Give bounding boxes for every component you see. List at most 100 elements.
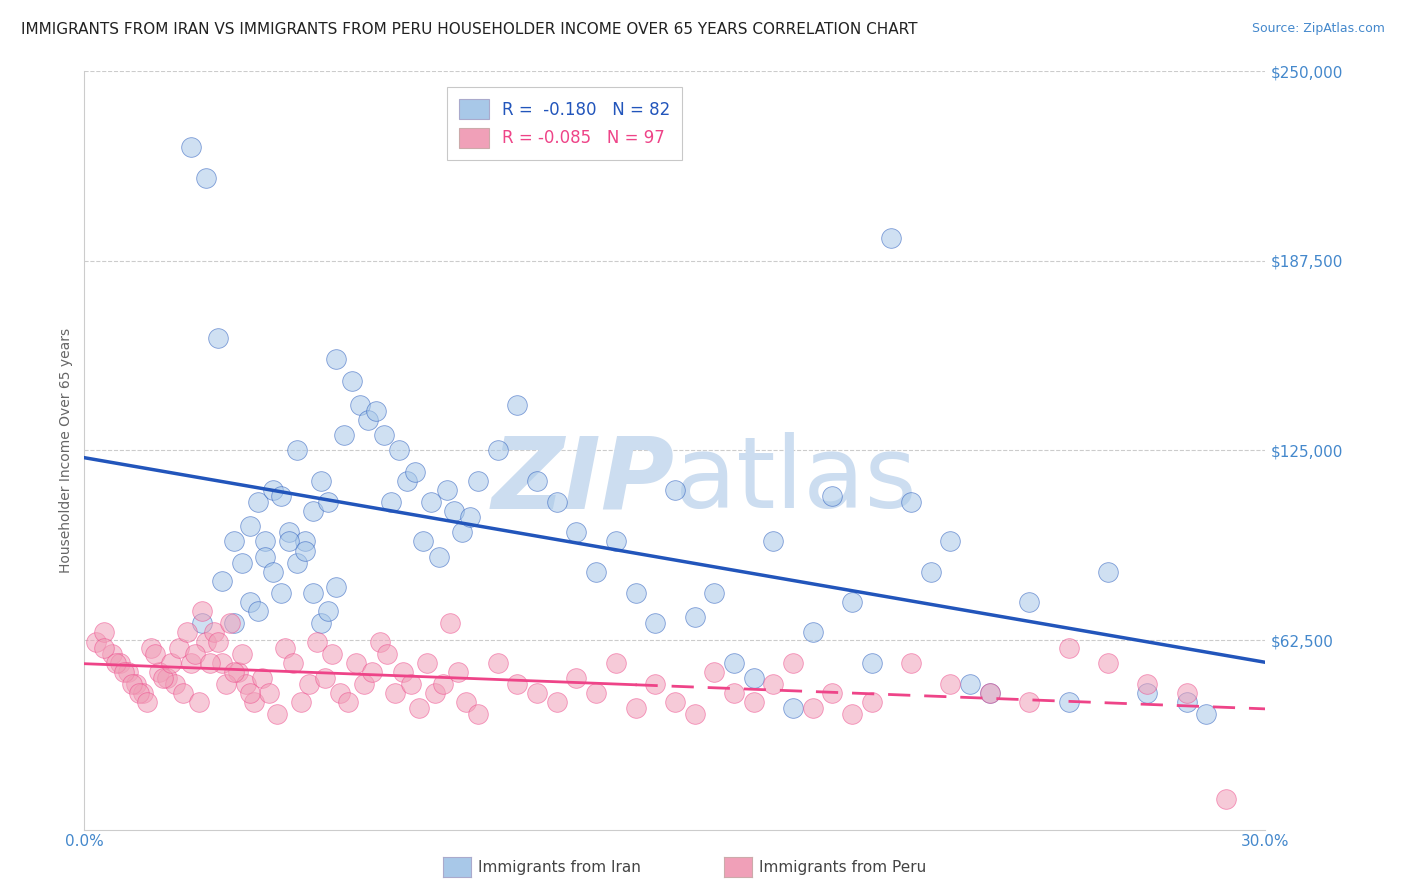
Point bbox=[180, 140, 202, 154]
Point bbox=[1195, 707, 1218, 722]
Point bbox=[163, 677, 186, 691]
Point bbox=[742, 695, 765, 709]
Point bbox=[467, 474, 489, 488]
Point bbox=[683, 707, 706, 722]
Point bbox=[160, 656, 183, 670]
Y-axis label: Householder Income Over 65 years: Householder Income Over 65 years bbox=[59, 328, 73, 573]
Point bbox=[644, 616, 666, 631]
Point bbox=[357, 413, 380, 427]
Point bbox=[136, 695, 159, 709]
Point bbox=[412, 534, 434, 549]
Point bbox=[183, 647, 205, 661]
Point bbox=[860, 695, 883, 709]
Point bbox=[353, 677, 375, 691]
Point bbox=[278, 525, 301, 540]
Point bbox=[207, 331, 229, 345]
Point bbox=[318, 604, 340, 618]
Point bbox=[211, 656, 233, 670]
Point bbox=[565, 671, 588, 685]
Point bbox=[167, 640, 190, 655]
Point bbox=[979, 686, 1001, 700]
Point bbox=[506, 398, 529, 412]
Point bbox=[132, 686, 155, 700]
Point bbox=[254, 549, 277, 564]
Point bbox=[222, 534, 245, 549]
Point bbox=[270, 586, 292, 600]
Point bbox=[486, 443, 509, 458]
Point bbox=[329, 686, 352, 700]
Text: Immigrants from Peru: Immigrants from Peru bbox=[759, 860, 927, 874]
Point bbox=[939, 534, 962, 549]
Point bbox=[723, 686, 745, 700]
Point bbox=[821, 489, 844, 503]
Point bbox=[373, 428, 395, 442]
Point bbox=[262, 565, 284, 579]
Point bbox=[281, 656, 304, 670]
Point bbox=[93, 625, 115, 640]
Point bbox=[1215, 792, 1237, 806]
Point bbox=[384, 686, 406, 700]
Point bbox=[207, 634, 229, 648]
Point bbox=[211, 574, 233, 588]
Point bbox=[104, 656, 127, 670]
Point bbox=[148, 665, 170, 679]
Text: atlas: atlas bbox=[675, 433, 917, 529]
Point bbox=[128, 686, 150, 700]
Point bbox=[1097, 565, 1119, 579]
Point bbox=[262, 483, 284, 497]
Point bbox=[84, 634, 107, 648]
Point bbox=[191, 604, 214, 618]
Point bbox=[294, 534, 316, 549]
Point bbox=[321, 647, 343, 661]
Point bbox=[259, 686, 281, 700]
Point bbox=[392, 665, 415, 679]
Text: ZIP: ZIP bbox=[492, 433, 675, 529]
Point bbox=[108, 656, 131, 670]
Point bbox=[219, 616, 242, 631]
Point bbox=[333, 428, 356, 442]
Point bbox=[1097, 656, 1119, 670]
Point bbox=[624, 701, 647, 715]
Point bbox=[239, 686, 262, 700]
Point bbox=[703, 665, 725, 679]
Point bbox=[762, 534, 785, 549]
Point bbox=[93, 640, 115, 655]
Point bbox=[841, 707, 863, 722]
Point bbox=[467, 707, 489, 722]
Point bbox=[408, 701, 430, 715]
Point bbox=[456, 695, 478, 709]
Point bbox=[112, 665, 135, 679]
Point bbox=[239, 519, 262, 533]
Point bbox=[180, 656, 202, 670]
Point bbox=[176, 625, 198, 640]
Point bbox=[215, 677, 238, 691]
Point bbox=[141, 640, 163, 655]
Point bbox=[723, 656, 745, 670]
Point bbox=[364, 404, 387, 418]
Point bbox=[416, 656, 439, 670]
Point bbox=[124, 677, 146, 691]
Point bbox=[782, 701, 804, 715]
Point bbox=[285, 556, 308, 570]
Point bbox=[242, 695, 264, 709]
Point bbox=[1136, 686, 1159, 700]
Point bbox=[172, 686, 194, 700]
Legend: R =  -0.180   N = 82, R = -0.085   N = 97: R = -0.180 N = 82, R = -0.085 N = 97 bbox=[447, 87, 682, 160]
Point bbox=[340, 374, 363, 388]
Point bbox=[200, 656, 222, 670]
Point bbox=[266, 707, 288, 722]
Point bbox=[762, 677, 785, 691]
Point bbox=[1018, 695, 1040, 709]
Point bbox=[920, 565, 942, 579]
Point bbox=[782, 656, 804, 670]
Point bbox=[301, 586, 323, 600]
Point bbox=[254, 534, 277, 549]
Point bbox=[801, 701, 824, 715]
Point bbox=[388, 443, 411, 458]
Point bbox=[226, 665, 249, 679]
Point bbox=[396, 474, 419, 488]
Point bbox=[605, 656, 627, 670]
Point bbox=[585, 686, 607, 700]
Point bbox=[309, 474, 332, 488]
Point bbox=[117, 665, 139, 679]
